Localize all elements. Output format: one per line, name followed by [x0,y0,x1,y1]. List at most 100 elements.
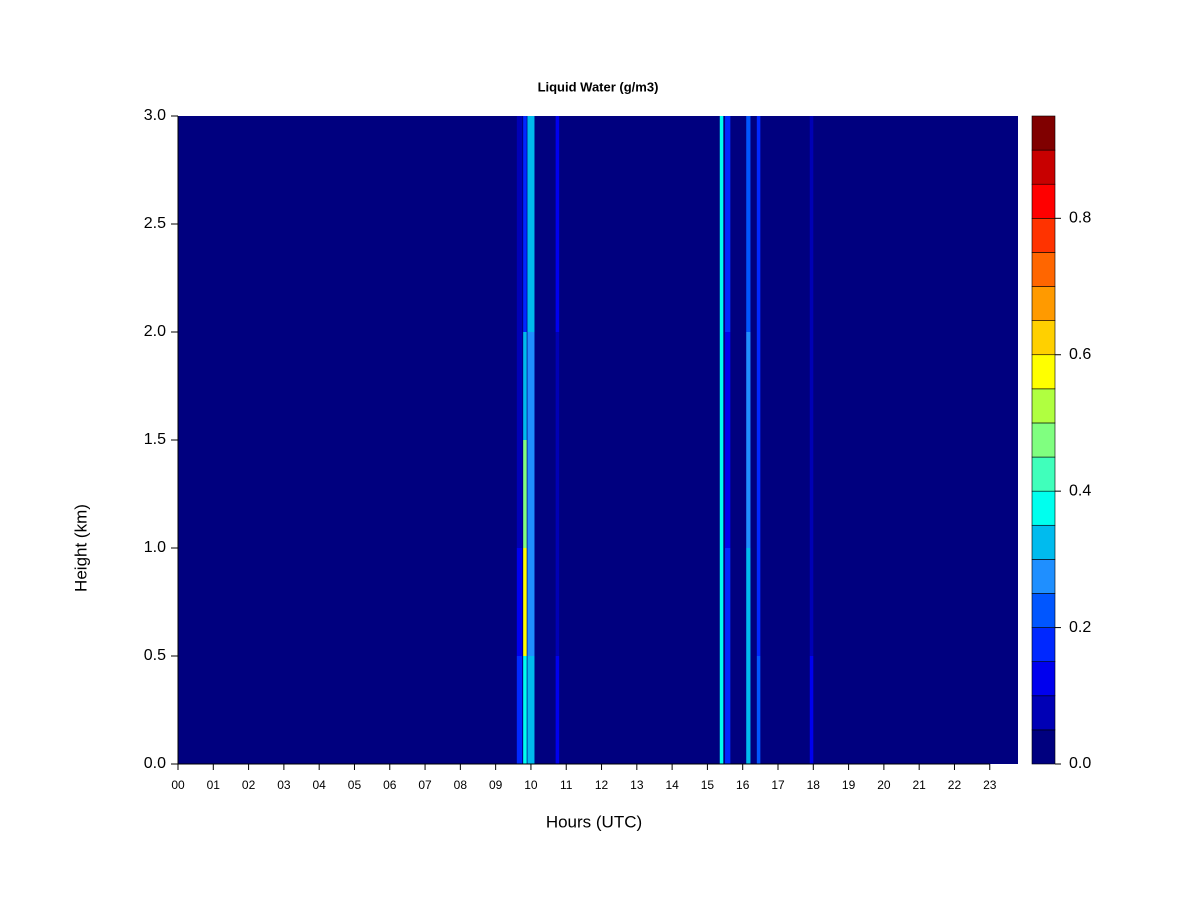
y-tick-label: 0.0 [144,755,166,772]
x-tick-label: 11 [560,778,573,792]
x-tick-label: 07 [418,778,432,792]
heatmap-cell [523,548,527,656]
heatmap-cell [555,440,560,548]
heatmap-cell [719,548,724,656]
x-tick-label: 23 [983,778,997,792]
heatmap-cell [527,332,535,440]
heatmap-cell [809,656,814,764]
x-tick-label: 14 [665,778,679,792]
colorbar-box [1031,115,1056,151]
colorbar-box [1031,729,1056,765]
x-tick-label: 04 [312,778,326,792]
heatmap-cell [527,656,535,764]
y-tick-label: 2.5 [144,215,166,232]
colorbar-box [1031,149,1056,185]
heatmap-cell [809,116,814,332]
heatmap-cell [725,656,731,764]
y-tick-label: 2.0 [144,323,166,340]
x-tick-label: 17 [771,778,785,792]
colorbar-box [1031,661,1056,697]
colorbar-box [1031,524,1056,560]
x-axis-label: Hours (UTC) [546,812,642,831]
colorbar-tick-label: 0.2 [1069,619,1091,636]
heatmap-cell [527,548,535,656]
heatmap-cell [756,440,761,548]
heatmap-cell [809,440,814,548]
heatmap-cell [555,548,560,656]
x-tick-label: 05 [348,778,362,792]
colorbar-box [1031,218,1056,253]
heatmap-cell [516,440,523,548]
colorbar-tick-label: 0.6 [1069,346,1091,363]
x-tick-label: 08 [454,778,468,792]
colorbar-box [1031,252,1056,287]
x-tick-label: 13 [630,778,644,792]
heatmap-cell [516,548,523,656]
colorbar-box [1031,320,1056,356]
y-tick-label: 1.0 [144,539,166,556]
heatmap-cell [719,116,724,332]
x-tick-label: 15 [701,778,715,792]
x-tick-label: 12 [595,778,609,792]
x-tick-label: 06 [383,778,397,792]
heatmap-cell [527,116,535,332]
y-axis-label: Height (km) [71,504,90,592]
heatmap-cell [756,332,761,440]
heatmap-cell [555,332,560,440]
heatmap-cell [746,656,751,764]
y-tick-label: 3.0 [144,107,166,124]
heatmap-cell [746,116,751,332]
heatmap-cell [756,548,761,656]
x-tick-label: 09 [489,778,503,792]
heatmap-cell [719,332,724,440]
heatmap-cell [719,656,724,764]
heatmap-cell [555,656,560,764]
x-tick-label: 18 [807,778,821,792]
plot-background [178,116,1018,764]
heatmap-cell [725,116,731,332]
x-tick-label: 16 [736,778,750,792]
colorbar-box [1031,627,1056,662]
heatmap-cell [516,116,523,332]
colorbar-tick-label: 0.4 [1069,482,1091,499]
heatmap-cell [746,548,751,656]
colorbar-box [1031,183,1056,219]
x-tick-label: 03 [277,778,291,792]
colorbar-box [1031,388,1056,424]
y-tick-label: 1.5 [144,431,166,448]
colorbar-box [1031,593,1056,628]
colorbar-tick-label: 0.8 [1069,210,1091,227]
x-tick-label: 00 [171,778,185,792]
heatmap-cell [719,440,724,548]
x-tick-label: 22 [948,778,962,792]
y-tick-label: 0.5 [144,647,166,664]
heatmap-cell [555,116,560,332]
x-tick-label: 01 [207,778,221,792]
heatmap-cell [725,332,731,440]
heatmap-cell [756,656,761,764]
colorbar-box [1031,559,1056,594]
x-tick-label: 20 [877,778,891,792]
colorbar-box [1031,490,1056,526]
heatmap-cell [516,332,523,440]
heatmap-cell [809,332,814,440]
colorbar-box [1031,695,1056,731]
heatmap-cell [746,440,751,548]
heatmap-cell [725,440,731,548]
x-tick-label: 10 [524,778,538,792]
heatmap-cell [746,332,751,440]
chart-title: Liquid Water (g/m3) [538,79,659,94]
colorbar-tick-label: 0.0 [1069,755,1091,772]
x-tick-label: 19 [842,778,856,792]
heatmap-cell [725,548,731,656]
heatmap-cell [523,656,527,764]
heatmap-cell [523,116,527,332]
colorbar-box [1031,354,1056,390]
heatmap-cell [756,116,761,332]
heatmap-cell [523,332,527,440]
heatmap-cell [516,656,523,764]
x-tick-label: 21 [912,778,926,792]
colorbar-box [1031,422,1056,458]
x-tick-label: 02 [242,778,256,792]
